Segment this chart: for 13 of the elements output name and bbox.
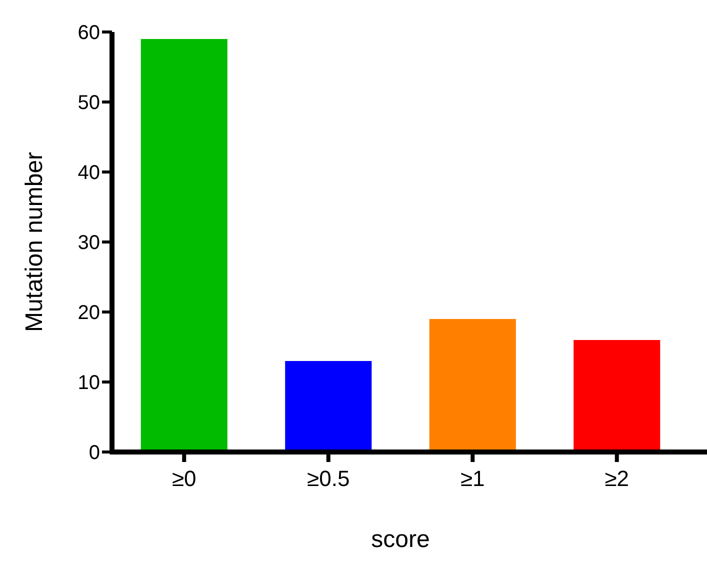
y-tick-label: 0 bbox=[88, 442, 100, 464]
x-axis-title: score bbox=[371, 526, 430, 553]
x-tick-label: ≥2 bbox=[604, 466, 630, 491]
x-tick-label: ≥1 bbox=[460, 466, 485, 491]
y-tick-label: 10 bbox=[78, 372, 100, 394]
y-tick-label: 40 bbox=[78, 162, 100, 184]
y-tick-label: 60 bbox=[78, 22, 100, 44]
y-tick-label: 30 bbox=[78, 232, 100, 254]
x-tick-label: ≥0 bbox=[172, 466, 196, 491]
x-tick-label: ≥0.5 bbox=[307, 466, 350, 491]
y-tick-label: 20 bbox=[78, 302, 100, 324]
y-axis-title: Mutation number bbox=[21, 152, 48, 332]
y-tick-label: 50 bbox=[78, 92, 100, 114]
